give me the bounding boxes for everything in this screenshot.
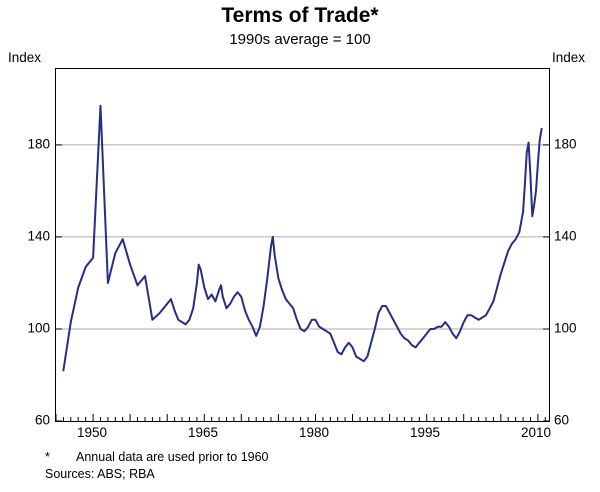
- x-tick-label-1980: 1980: [298, 425, 330, 440]
- y-tick-label-right-140: 140: [554, 228, 577, 244]
- y-tick-label-right-180: 180: [554, 136, 577, 152]
- terms-of-trade-series-line: [62, 104, 543, 372]
- x-tick-label-1950: 1950: [76, 425, 108, 440]
- y-tick-label-left-140: 140: [27, 228, 50, 244]
- footnote-text: Annual data are used prior to 1960: [76, 450, 269, 464]
- y-tick-label-right-60: 60: [554, 412, 570, 428]
- sources-line: Sources: ABS; RBA: [45, 467, 155, 481]
- y-tick-label-right-100: 100: [554, 320, 577, 336]
- y-tick-label-left-60: 60: [34, 412, 50, 428]
- x-tick-label-1965: 1965: [187, 425, 219, 440]
- left-axis-unit-label: Index: [8, 50, 42, 65]
- x-tick-label-1995: 1995: [409, 425, 441, 440]
- chart-subtitle: 1990s average = 100: [229, 31, 371, 48]
- footnote-marker: *: [45, 450, 50, 464]
- right-axis-unit-label: Index: [552, 50, 586, 65]
- chart-title: Terms of Trade*: [221, 4, 379, 27]
- y-tick-label-left-180: 180: [27, 136, 50, 152]
- terms-of-trade-line-chart: [56, 104, 549, 421]
- plot-area: [55, 68, 550, 422]
- y-tick-label-left-100: 100: [27, 320, 50, 336]
- x-tick-label-2010: 2010: [520, 425, 552, 440]
